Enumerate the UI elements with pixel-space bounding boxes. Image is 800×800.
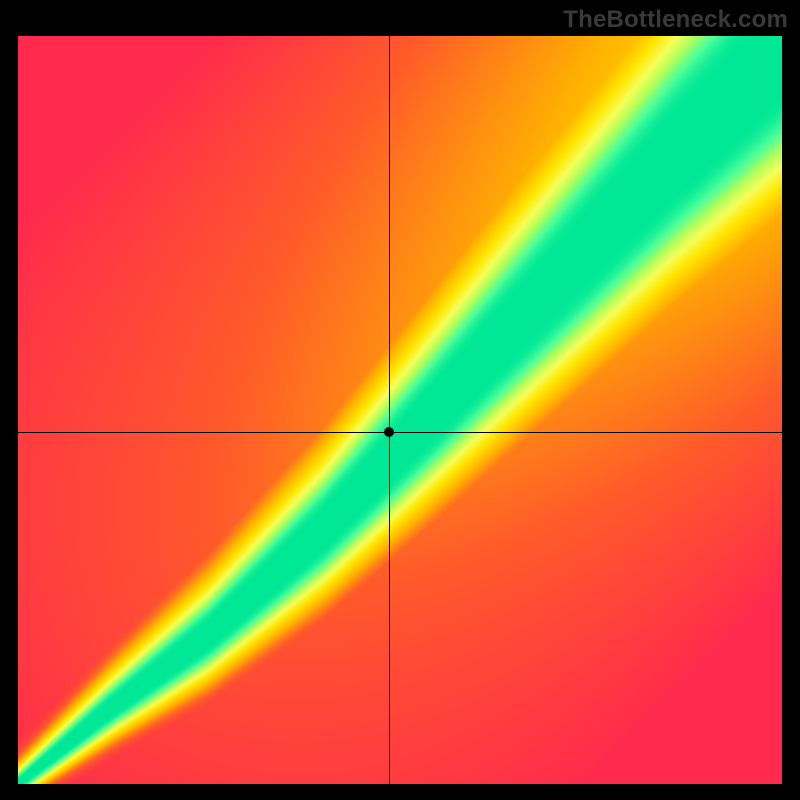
data-point-marker xyxy=(384,427,394,437)
watermark-text: TheBottleneck.com xyxy=(563,6,788,34)
heatmap-frame xyxy=(18,36,782,784)
heatmap-canvas xyxy=(18,36,782,784)
chart-container: TheBottleneck.com xyxy=(0,0,800,800)
crosshair-horizontal xyxy=(18,432,782,433)
crosshair-vertical xyxy=(389,36,390,784)
